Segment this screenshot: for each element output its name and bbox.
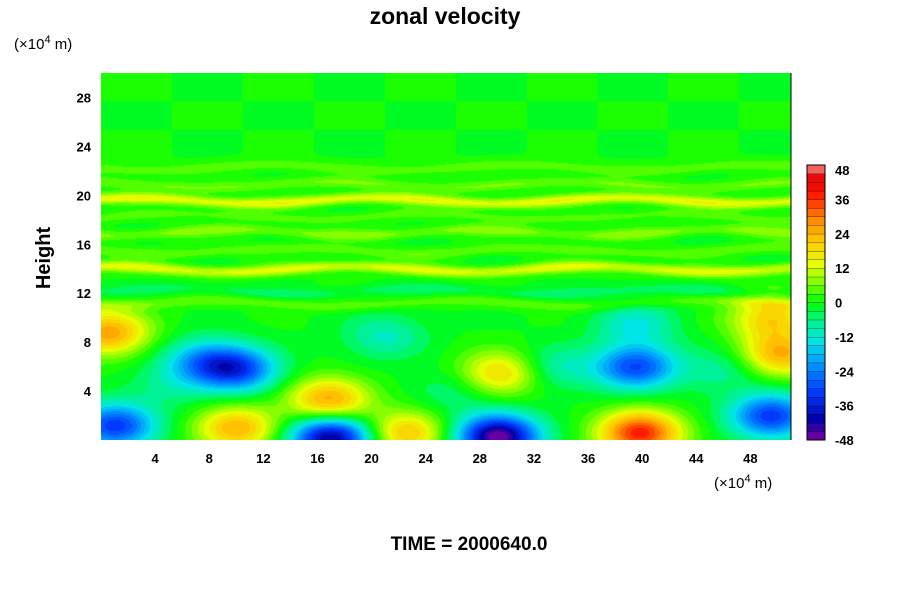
colorbar-tick-label: 24 [835, 227, 850, 242]
colorbar-tick-label: 0 [835, 296, 842, 311]
x-tick-label: 36 [581, 451, 595, 466]
colorbar-swatch [806, 362, 826, 372]
x-tick-label: 28 [473, 451, 487, 466]
plot-area [101, 73, 791, 440]
y-tick-label: 24 [77, 139, 92, 154]
colorbar-swatch [806, 233, 826, 243]
colorbar-tick-label: 12 [835, 261, 849, 276]
colorbar-swatch [806, 164, 826, 175]
y-axis-label: Height [33, 227, 55, 290]
velocity-field [101, 73, 791, 440]
x-unit-label: (×104 m) [714, 473, 772, 492]
colorbar-swatch [806, 173, 826, 183]
x-tick-label: 8 [206, 451, 213, 466]
colorbar-swatch [806, 216, 826, 226]
colorbar-swatch [806, 336, 826, 346]
colorbar-tick-label: -24 [835, 364, 855, 379]
colorbar [806, 164, 826, 441]
colorbar-swatch [806, 190, 826, 200]
colorbar-swatch [806, 431, 826, 441]
colorbar-swatch [806, 310, 826, 321]
colorbar-tick-label: -12 [835, 330, 854, 345]
colorbar-swatch [806, 405, 826, 415]
colorbar-swatch [806, 302, 826, 312]
x-tick-label: 40 [635, 451, 649, 466]
colorbar-swatch [806, 225, 826, 235]
x-tick-label: 32 [527, 451, 541, 466]
colorbar-tick-label: 48 [835, 163, 849, 178]
x-tick-label: 16 [310, 451, 324, 466]
colorbar-swatch [806, 379, 826, 389]
x-tick-label: 20 [364, 451, 378, 466]
x-axis-ticks: 4 8 12 16 20 24 28 32 36 40 44 48 [152, 451, 758, 466]
y-tick-label: 12 [77, 286, 91, 301]
colorbar-swatch [806, 267, 826, 278]
colorbar-swatch [806, 414, 826, 424]
colorbar-swatch [806, 353, 826, 364]
colorbar-swatch [806, 388, 826, 398]
x-tick-label: 4 [152, 451, 160, 466]
chart-title: zonal velocity [370, 3, 521, 29]
colorbar-swatch [806, 293, 826, 303]
y-tick-label: 28 [77, 90, 91, 105]
colorbar-ticks: 48 36 24 12 0 -12 -24 -36 -48 [835, 163, 855, 448]
y-tick-label: 20 [77, 188, 91, 203]
colorbar-swatch [806, 242, 826, 252]
y-axis-ticks: 4 8 12 16 20 24 28 [77, 90, 92, 399]
colorbar-tick-label: -48 [835, 433, 854, 448]
colorbar-swatch [806, 396, 826, 407]
colorbar-swatch [806, 319, 826, 329]
colorbar-swatch [806, 182, 826, 192]
x-tick-label: 44 [689, 451, 704, 466]
time-label: TIME = 2000640.0 [391, 534, 548, 555]
colorbar-swatch [806, 250, 826, 260]
y-tick-label: 4 [84, 384, 92, 399]
colorbar-swatch [806, 259, 826, 269]
colorbar-swatch [806, 345, 826, 355]
colorbar-swatch [806, 285, 826, 295]
y-tick-label: 16 [77, 237, 91, 252]
colorbar-swatch [806, 276, 826, 286]
x-tick-label: 12 [256, 451, 270, 466]
y-unit-label: (×104 m) [14, 34, 72, 53]
colorbar-swatch [806, 207, 826, 218]
x-tick-label: 48 [743, 451, 757, 466]
colorbar-swatch [806, 328, 826, 338]
colorbar-frame [806, 164, 826, 441]
colorbar-swatch [806, 422, 826, 432]
colorbar-swatch [806, 371, 826, 381]
colorbar-tick-label: 36 [835, 192, 849, 207]
x-tick-label: 24 [418, 451, 433, 466]
colorbar-tick-label: -36 [835, 399, 854, 414]
y-tick-label: 8 [84, 335, 91, 350]
colorbar-swatch [806, 199, 826, 209]
